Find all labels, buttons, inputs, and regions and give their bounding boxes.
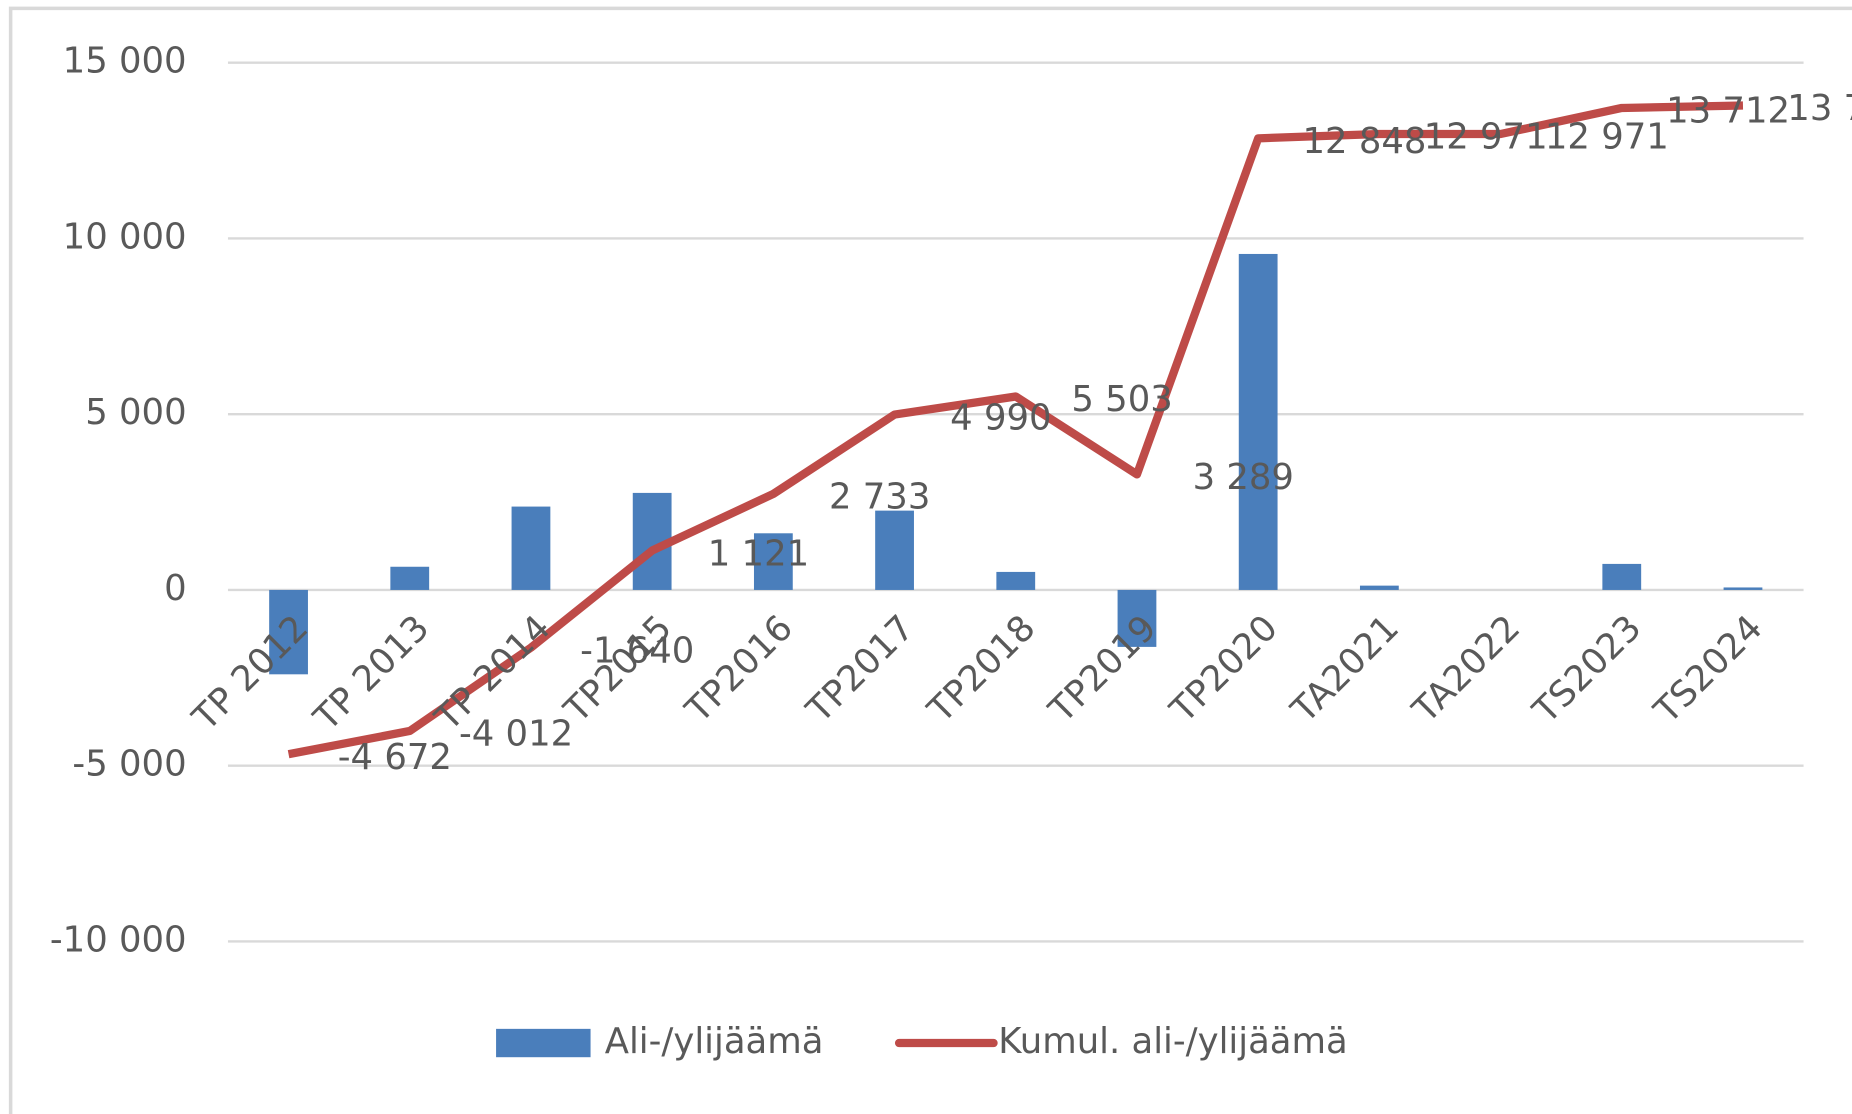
chart-border <box>8 6 1852 1114</box>
bar <box>1723 587 1763 590</box>
line-series <box>287 101 1744 759</box>
y-tick-label: 5 000 <box>85 392 186 433</box>
y-tick-label: -10 000 <box>50 919 187 960</box>
x-tick-label: TP2020 <box>1162 607 1286 731</box>
x-tick-label: TP2018 <box>920 607 1044 731</box>
y-tick-label: -5 000 <box>72 744 186 785</box>
bar <box>390 566 430 590</box>
y-tick-label: 0 <box>164 568 187 609</box>
data-label: 5 503 <box>1071 379 1172 420</box>
x-tick-label: TP2016 <box>677 607 801 731</box>
bar <box>1602 563 1642 590</box>
bar <box>269 589 308 675</box>
x-tick-label: TA2021 <box>1283 607 1407 731</box>
x-tick-label: TS2024 <box>1646 607 1771 732</box>
data-label: -4 672 <box>338 737 452 778</box>
x-tick-label: TS2023 <box>1525 607 1650 732</box>
data-label: 12 971 <box>1545 117 1669 158</box>
data-label: 2 733 <box>829 477 930 518</box>
y-tick-label: 10 000 <box>63 216 187 257</box>
data-label: -1 640 <box>580 630 694 671</box>
data-label: 3 289 <box>1193 457 1294 498</box>
y-tick-label: 15 000 <box>63 41 187 82</box>
bar <box>1359 585 1399 590</box>
data-label: 1 121 <box>708 533 809 574</box>
data-label: -4 012 <box>459 714 573 755</box>
x-tick-label: TP2017 <box>798 607 922 731</box>
legend-label: Ali-/ylijäämä <box>605 1021 824 1062</box>
x-tick-label: TA2022 <box>1404 607 1528 731</box>
data-label: 4 990 <box>950 397 1051 438</box>
x-tick-label: TP2019 <box>1041 607 1165 731</box>
legend-swatch <box>496 1028 591 1058</box>
bar <box>511 506 551 590</box>
bar <box>1117 589 1157 647</box>
data-label: 13 712 <box>1666 91 1790 132</box>
x-tick-label: TP 2013 <box>306 607 438 739</box>
legend-label: Kumul. ali-/ylijäämä <box>998 1021 1347 1062</box>
bar <box>1238 253 1278 590</box>
data-label: 13 783 <box>1787 88 1852 129</box>
data-label: 12 848 <box>1302 121 1426 162</box>
bar <box>753 533 793 590</box>
data-label: 12 971 <box>1424 117 1548 158</box>
bar <box>996 571 1036 590</box>
bar <box>875 510 914 590</box>
